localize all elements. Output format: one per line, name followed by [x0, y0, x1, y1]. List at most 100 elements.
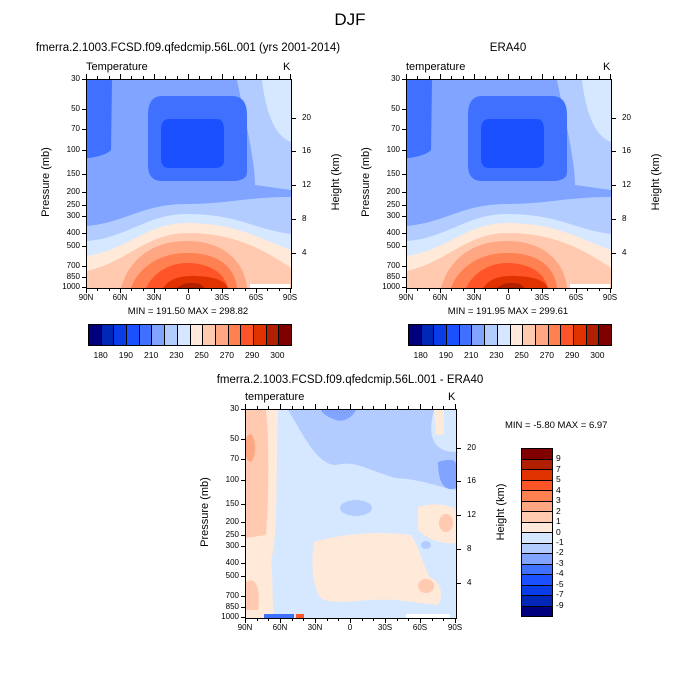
- colorbar-label: 7: [556, 463, 561, 474]
- colorbar-box: [522, 491, 552, 502]
- pressure-tick-label: 200: [66, 186, 80, 196]
- pressure-tick-mark: [241, 534, 245, 536]
- pressure-tick-label: 100: [66, 145, 80, 155]
- latitude-minor-tick: [338, 406, 340, 409]
- colorbar-box: [266, 325, 280, 345]
- pressure-tick-mark: [241, 617, 245, 618]
- latitude-minor-tick: [428, 76, 430, 79]
- latitude-minor-tick: [142, 76, 144, 79]
- latitude-minor-tick: [97, 76, 99, 79]
- colorbar-box: [472, 325, 486, 345]
- height-tick-label: 20: [302, 112, 311, 122]
- pressure-tick-label: 1000: [62, 282, 80, 291]
- temperature-contour-era40: [407, 80, 611, 288]
- pressure-tick-label: 300: [225, 540, 239, 550]
- colorbar-label: 300: [590, 350, 605, 360]
- pressure-tick-mark: [402, 129, 406, 131]
- pressure-tick-label: 50: [71, 104, 80, 114]
- height-tick-label: 12: [467, 510, 476, 520]
- contour-200-210: [481, 119, 544, 168]
- latitude-tick-label: 0: [347, 623, 353, 632]
- pressure-tick-label: 400: [66, 227, 80, 237]
- height-tick-mark: [611, 185, 616, 187]
- colorbar-label: 190: [438, 350, 453, 360]
- latitude-tick-label: 30S: [214, 293, 230, 302]
- latitude-minor-tick: [97, 288, 99, 291]
- height-tick-label: 20: [622, 112, 631, 122]
- pressure-tick-label: 700: [225, 590, 239, 600]
- panel-2-units: K: [603, 61, 611, 73]
- colorbar-label: 180: [93, 350, 108, 360]
- latitude-tick-label: 60S: [248, 293, 264, 302]
- latitude-tick-mark: [188, 74, 189, 79]
- latitude-minor-tick: [564, 288, 566, 291]
- latitude-tick-label: 90N: [78, 293, 94, 302]
- panel-3-variable-label: temperature: [245, 391, 305, 403]
- latitude-tick-mark: [474, 288, 475, 293]
- latitude-minor-tick: [530, 288, 532, 291]
- pressure-tick-mark: [402, 79, 406, 80]
- colorbar-label: 230: [489, 350, 504, 360]
- panel-2-subtitle: ERA40: [489, 42, 527, 54]
- pressure-tick-mark: [241, 545, 245, 547]
- colorbar-label: 250: [194, 350, 209, 360]
- latitude-tick-mark: [610, 74, 611, 79]
- latitude-tick-mark: [245, 404, 246, 409]
- latitude-minor-tick: [131, 288, 133, 291]
- colorbar-box: [548, 325, 562, 345]
- latitude-minor-tick: [268, 406, 270, 409]
- colorbar-box: [190, 325, 204, 345]
- y-axis-right-label: Height (km): [650, 153, 662, 211]
- latitude-tick-mark: [86, 74, 87, 79]
- colorbar-label: -9: [556, 599, 564, 610]
- latitude-tick-mark: [222, 288, 223, 293]
- latitude-minor-tick: [244, 288, 246, 291]
- pressure-tick-label: 500: [225, 570, 239, 580]
- colorbar-box: [522, 606, 552, 616]
- latitude-tick-label: 60N: [112, 293, 128, 302]
- colorbar-box: [485, 325, 498, 345]
- pressure-tick-label: 30: [71, 74, 80, 83]
- colorbar-box: [421, 325, 435, 345]
- contour-minus3-minus4: [264, 614, 294, 618]
- pressure-tick-label: 100: [225, 475, 239, 485]
- latitude-minor-tick: [462, 288, 464, 291]
- height-tick-mark: [456, 481, 461, 483]
- colorbar-box: [215, 325, 229, 345]
- latitude-tick-mark: [256, 74, 257, 79]
- latitude-minor-tick: [165, 76, 167, 79]
- contour-fill-abs: [87, 80, 291, 288]
- latitude-minor-tick: [199, 288, 201, 291]
- pressure-tick-label: 70: [391, 124, 400, 134]
- latitude-tick-label: 30N: [466, 293, 482, 302]
- latitude-minor-tick: [326, 618, 328, 621]
- latitude-tick-mark: [455, 618, 456, 623]
- latitude-minor-tick: [564, 76, 566, 79]
- latitude-tick-mark: [290, 288, 291, 293]
- latitude-tick-mark: [222, 74, 223, 79]
- height-tick-mark: [291, 117, 296, 119]
- contour-1-2: [246, 410, 269, 538]
- colorbar-box: [152, 325, 166, 345]
- contour-210-220: [407, 80, 432, 158]
- contour-minus1-minus2: [288, 410, 456, 490]
- latitude-minor-tick: [338, 618, 340, 621]
- latitude-tick-label: 60S: [412, 623, 428, 632]
- colorbar-box: [165, 325, 178, 345]
- latitude-tick-mark: [542, 74, 543, 79]
- latitude-minor-tick: [108, 288, 110, 291]
- colorbar-box: [522, 480, 552, 491]
- missing-data-region: [406, 614, 450, 618]
- height-tick-label: 16: [622, 146, 631, 156]
- colorbar-box: [114, 325, 128, 345]
- colorbar-box: [522, 501, 552, 512]
- latitude-tick-mark: [406, 288, 407, 293]
- colorbar-box: [139, 325, 153, 345]
- panel-1-subtitle: fmerra.2.1003.FCSD.f09.qfedcmip.56L.001 …: [35, 42, 341, 54]
- contour-minus1-minus2: [340, 500, 372, 516]
- colorbar-box: [522, 512, 552, 523]
- colorbar-box: [522, 459, 552, 470]
- pressure-tick-mark: [241, 575, 245, 577]
- colorbar-label: 3: [556, 495, 561, 506]
- temperature-difference-contour: [246, 410, 456, 618]
